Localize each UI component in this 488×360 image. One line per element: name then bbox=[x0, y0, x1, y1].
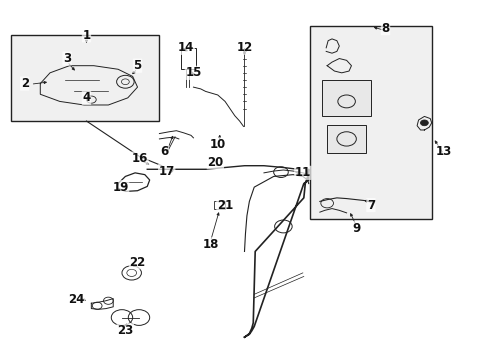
Bar bbox=[326, 125, 366, 153]
Text: 20: 20 bbox=[207, 156, 223, 168]
Circle shape bbox=[420, 120, 427, 126]
Bar bbox=[309, 26, 431, 219]
Text: 11: 11 bbox=[294, 166, 310, 179]
Text: 12: 12 bbox=[236, 41, 252, 54]
Bar bbox=[11, 35, 159, 121]
Text: 3: 3 bbox=[63, 52, 71, 65]
Text: 24: 24 bbox=[68, 293, 85, 306]
Text: 4: 4 bbox=[82, 91, 90, 104]
Text: 15: 15 bbox=[185, 66, 201, 79]
Text: 19: 19 bbox=[112, 181, 128, 194]
Bar bbox=[181, 48, 196, 69]
Text: 13: 13 bbox=[435, 145, 451, 158]
Text: 6: 6 bbox=[160, 145, 168, 158]
Text: 7: 7 bbox=[366, 198, 374, 212]
Text: 17: 17 bbox=[158, 165, 175, 177]
Text: 16: 16 bbox=[131, 152, 148, 165]
Text: 21: 21 bbox=[217, 198, 233, 212]
Bar bbox=[214, 202, 224, 209]
Text: 18: 18 bbox=[202, 238, 218, 251]
Text: 5: 5 bbox=[133, 59, 142, 72]
Text: 23: 23 bbox=[117, 324, 133, 337]
Text: 22: 22 bbox=[129, 256, 145, 269]
Bar bbox=[322, 80, 370, 116]
Text: 8: 8 bbox=[381, 22, 389, 35]
Text: 1: 1 bbox=[82, 29, 90, 42]
Text: 10: 10 bbox=[209, 138, 225, 151]
Text: 14: 14 bbox=[178, 41, 194, 54]
Text: 2: 2 bbox=[20, 77, 29, 90]
Text: 9: 9 bbox=[351, 222, 360, 235]
